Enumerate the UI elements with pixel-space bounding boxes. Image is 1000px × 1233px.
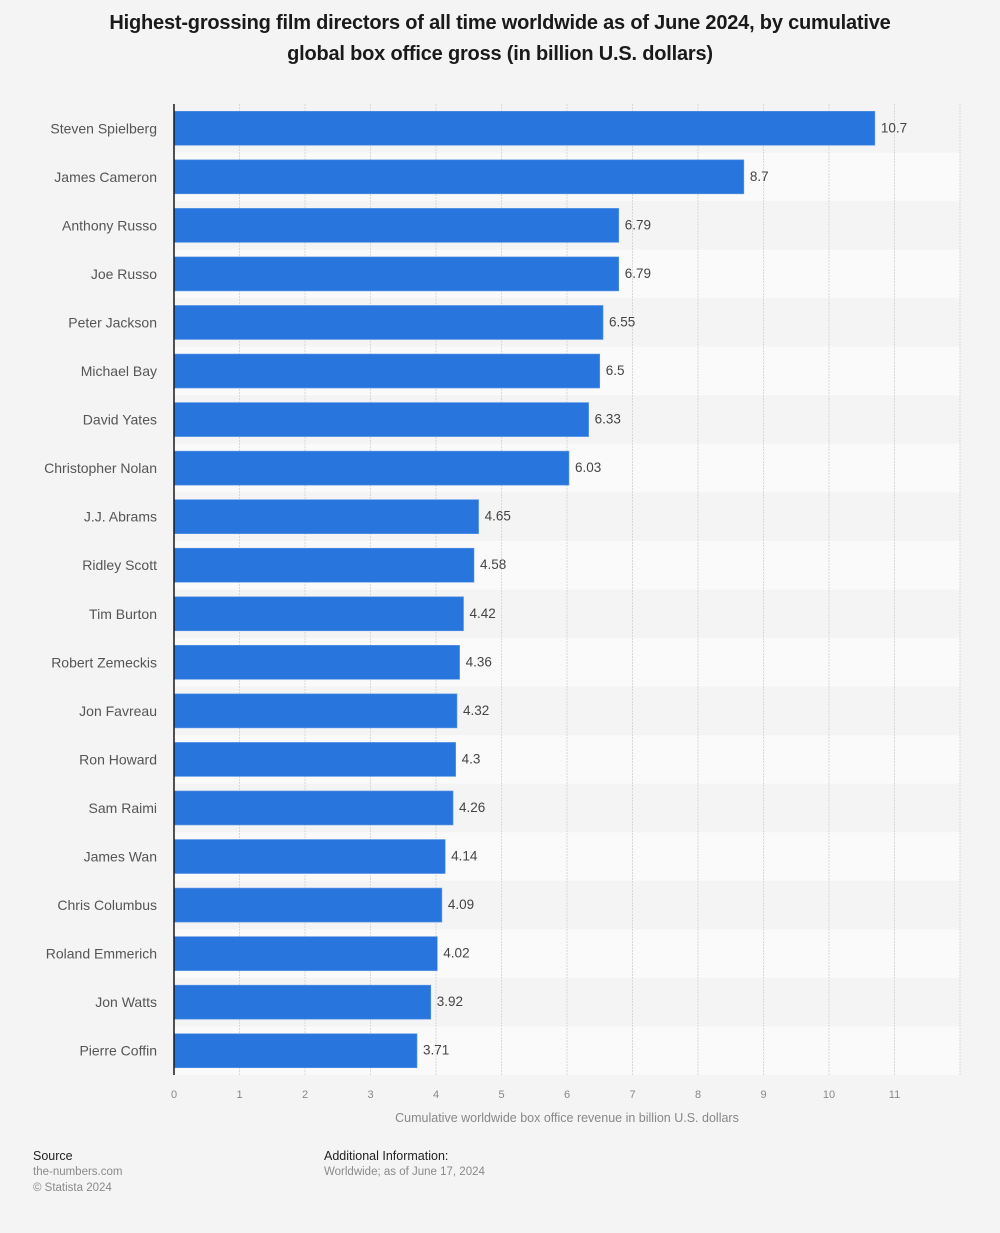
bar[interactable] [173, 693, 458, 729]
value-label: 6.79 [625, 217, 651, 232]
x-axis-title: Cumulative worldwide box office revenue … [395, 1111, 739, 1125]
chart-title-line-2: global box office gross (in billion U.S.… [287, 43, 713, 65]
bar[interactable] [173, 839, 446, 874]
bar[interactable] [173, 256, 620, 292]
additional-info-block: Additional Information: Worldwide; as of… [324, 1148, 485, 1180]
x-tick-label: 4 [433, 1089, 439, 1101]
bar[interactable] [173, 1033, 418, 1069]
chart-title-line-1: Highest-grossing film directors of all t… [109, 12, 891, 34]
value-label: 4.3 [462, 751, 481, 766]
x-tick-label: 6 [564, 1089, 570, 1101]
bar[interactable] [173, 984, 432, 1020]
bar[interactable] [173, 742, 456, 777]
category-label: Ridley Scott [82, 557, 157, 573]
category-label: J.J. Abrams [84, 509, 157, 525]
bar[interactable] [173, 159, 745, 195]
category-label: Anthony Russo [62, 217, 157, 233]
value-label: 4.42 [470, 606, 496, 621]
value-label: 4.32 [463, 703, 489, 718]
category-label: Michael Bay [81, 363, 157, 379]
category-label: Roland Emmerich [46, 946, 157, 962]
bar[interactable] [173, 110, 876, 146]
bar[interactable] [173, 402, 589, 437]
source-block: Source the-numbers.com © Statista 2024 [33, 1148, 122, 1196]
category-label: David Yates [83, 412, 157, 428]
source-heading: Source [33, 1149, 73, 1163]
bar[interactable] [173, 305, 604, 340]
x-tick-label: 3 [367, 1089, 373, 1101]
bar[interactable] [173, 353, 601, 389]
value-label: 6.33 [595, 412, 621, 427]
category-label: Jon Watts [95, 994, 157, 1010]
value-label: 4.58 [480, 557, 506, 572]
category-label: Ron Howard [79, 751, 157, 767]
value-label: 4.26 [459, 800, 485, 815]
category-label: James Cameron [54, 169, 157, 185]
x-tick-label: 5 [498, 1089, 504, 1101]
category-label: Joe Russo [91, 266, 157, 282]
chart-title: Highest-grossing film directors of all t… [40, 8, 960, 70]
value-label: 4.09 [448, 897, 474, 912]
bar[interactable] [173, 208, 620, 243]
category-label: Sam Raimi [89, 800, 157, 816]
bar-chart: Steven Spielberg 10.7 James Cameron 8.7 Anth… [44, 104, 961, 1125]
value-label: 6.03 [575, 460, 601, 475]
value-label: 3.92 [437, 994, 463, 1009]
x-tick-label: 2 [302, 1089, 308, 1101]
value-label: 6.79 [625, 266, 651, 281]
value-label: 4.65 [485, 509, 511, 524]
value-label: 4.14 [451, 849, 478, 864]
bar[interactable] [173, 790, 454, 826]
bar[interactable] [173, 887, 443, 923]
value-label: 10.7 [881, 120, 907, 135]
category-label: Peter Jackson [68, 314, 157, 330]
bar[interactable] [173, 547, 475, 583]
bar[interactable] [173, 499, 479, 534]
source-name[interactable]: the-numbers.com [33, 1166, 123, 1178]
bar[interactable] [173, 450, 570, 486]
category-label: Chris Columbus [57, 897, 157, 913]
x-tick-label: 9 [760, 1089, 766, 1101]
value-label: 4.36 [466, 654, 492, 669]
value-label: 4.02 [443, 946, 469, 961]
category-label: Christopher Nolan [44, 460, 157, 476]
additional-info-text: Worldwide; as of June 17, 2024 [324, 1166, 485, 1178]
category-label: Robert Zemeckis [51, 654, 157, 670]
value-label: 8.7 [750, 169, 769, 184]
category-label: Steven Spielberg [50, 120, 157, 136]
x-tick-label: 8 [695, 1089, 701, 1101]
x-tick-label: 11 [889, 1089, 900, 1101]
category-label: Pierre Coffin [79, 1043, 157, 1059]
x-tick-label: 7 [629, 1089, 635, 1101]
additional-info-heading: Additional Information: [324, 1149, 449, 1163]
bar[interactable] [173, 596, 464, 632]
bar[interactable] [173, 645, 460, 680]
value-label: 6.55 [609, 314, 635, 329]
x-tick-label: 1 [236, 1089, 242, 1101]
x-tick-label: 0 [171, 1089, 177, 1101]
x-tick-label: 10 [823, 1089, 835, 1101]
bar[interactable] [173, 936, 438, 971]
copyright: © Statista 2024 [33, 1182, 112, 1194]
category-label: Tim Burton [89, 606, 157, 622]
category-label: Jon Favreau [79, 703, 157, 719]
value-label: 3.71 [423, 1043, 449, 1058]
value-label: 6.5 [606, 363, 625, 378]
category-label: James Wan [84, 849, 157, 865]
